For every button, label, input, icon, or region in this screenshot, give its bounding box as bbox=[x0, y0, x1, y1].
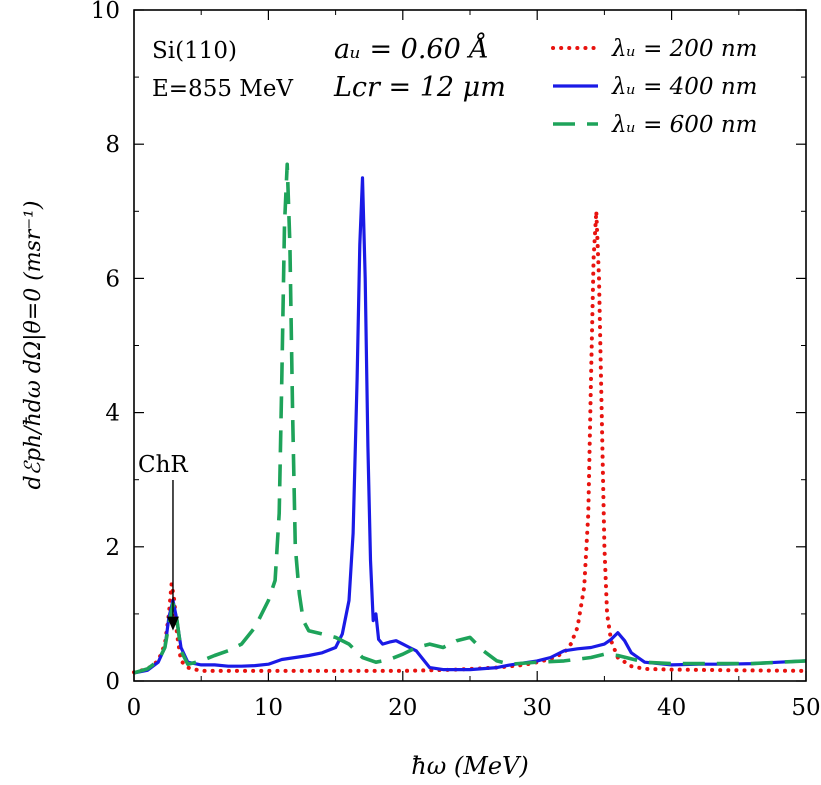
x-tick-label-30: 30 bbox=[523, 695, 552, 721]
y-axis-label: dℰph/ħdω dΩ|θ=0 (msr⁻¹) bbox=[21, 201, 46, 490]
length-label: Lcr = 12 μm bbox=[333, 72, 506, 103]
x-tick-label-0: 0 bbox=[127, 695, 142, 721]
x-tick-label-20: 20 bbox=[388, 695, 417, 721]
y-tick-label-6: 6 bbox=[105, 266, 120, 292]
series-layer bbox=[132, 162, 808, 675]
energy-label: E=855 MeV bbox=[152, 76, 293, 102]
amplitude-label: aᵤ = 0.60 Å bbox=[334, 32, 489, 65]
ticks-layer: 0 10 20 30 40 50 0 2 4 6 8 10 bbox=[91, 0, 821, 721]
material-label: Si(110) bbox=[152, 38, 237, 64]
chr-arrow-head bbox=[166, 616, 179, 631]
x-axis-label: ħω (MeV) bbox=[411, 752, 529, 780]
legend: λᵤ = 200 nm λᵤ = 400 nm λᵤ = 600 nm bbox=[551, 36, 757, 138]
chr-label: ChR bbox=[138, 452, 188, 478]
series-line-2 bbox=[133, 162, 807, 675]
y-tick-label-2: 2 bbox=[105, 535, 120, 561]
x-tick-label-40: 40 bbox=[657, 695, 686, 721]
y-tick-label-10: 10 bbox=[91, 0, 120, 24]
series-line-1 bbox=[133, 176, 807, 675]
y-tick-label-0: 0 bbox=[105, 669, 120, 695]
legend-label-400: λᵤ = 400 nm bbox=[611, 74, 757, 100]
y-tick-label-4: 4 bbox=[105, 401, 120, 427]
series-line-0 bbox=[132, 209, 808, 675]
plot-frame bbox=[133, 9, 807, 682]
x-tick-label-10: 10 bbox=[254, 695, 283, 721]
x-tick-label-50: 50 bbox=[791, 695, 820, 721]
legend-label-600: λᵤ = 600 nm bbox=[611, 112, 757, 138]
legend-label-200: λᵤ = 200 nm bbox=[611, 36, 757, 62]
y-tick-label-8: 8 bbox=[105, 132, 120, 158]
